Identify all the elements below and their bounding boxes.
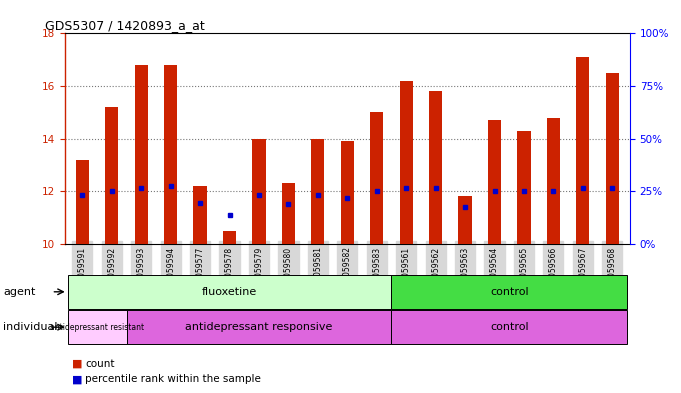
Bar (164, 65, 177, 244)
Bar (340, 141, 354, 244)
Bar (253, 138, 266, 244)
Bar (400, 81, 413, 244)
Bar (105, 107, 118, 244)
Bar (547, 118, 560, 244)
Text: control: control (490, 287, 528, 297)
Bar (311, 138, 324, 244)
Bar (282, 183, 295, 244)
Bar (518, 130, 530, 244)
Bar (223, 231, 236, 244)
Text: fluoxetine: fluoxetine (202, 287, 257, 297)
Bar (370, 112, 383, 244)
Text: ■: ■ (72, 358, 82, 369)
Bar (392, 310, 627, 344)
Bar (392, 275, 627, 309)
Text: individual: individual (3, 322, 58, 332)
Text: percentile rank within the sample: percentile rank within the sample (85, 374, 261, 384)
Bar (127, 310, 392, 344)
Bar (67, 310, 127, 344)
Text: ■: ■ (72, 374, 82, 384)
Bar (193, 186, 207, 244)
Bar (429, 91, 442, 244)
Text: antidepressant responsive: antidepressant responsive (185, 322, 333, 332)
Text: control: control (490, 322, 528, 332)
Text: count: count (85, 358, 114, 369)
Text: GDS5307 / 1420893_a_at: GDS5307 / 1420893_a_at (46, 19, 205, 32)
Bar (605, 73, 619, 244)
Bar (76, 160, 89, 244)
Text: antidepressant resistant: antidepressant resistant (50, 323, 144, 332)
Bar (135, 65, 148, 244)
Text: agent: agent (3, 287, 36, 297)
Bar (576, 57, 590, 244)
Bar (488, 120, 501, 244)
Bar (67, 275, 392, 309)
Bar (458, 196, 472, 244)
